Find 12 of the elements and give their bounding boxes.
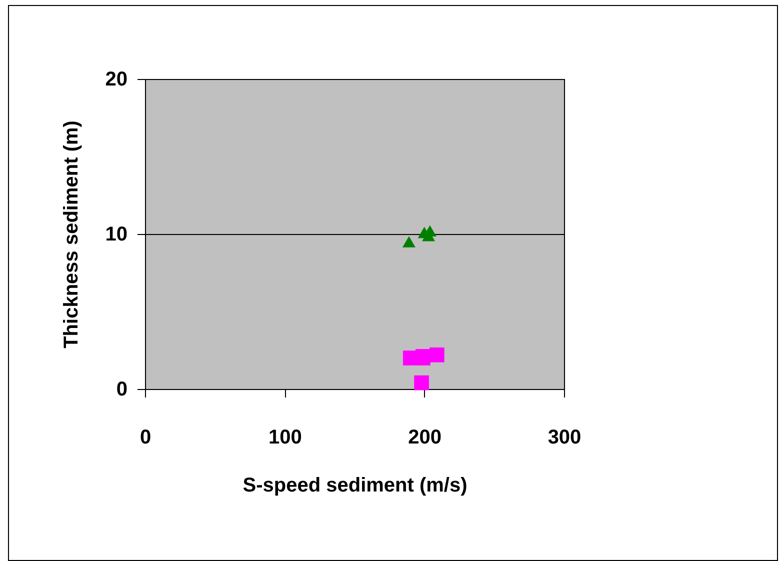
- point: [429, 347, 444, 362]
- x-axis-title: S-speed sediment (m/s): [242, 474, 468, 496]
- y-axis-title: Thickness sediment (m): [60, 120, 82, 348]
- y-tick-label: 20: [105, 68, 128, 90]
- x-tick-label: 200: [408, 426, 442, 448]
- x-tick-label: 100: [268, 426, 302, 448]
- point: [414, 375, 429, 390]
- y-tick-label: 10: [105, 224, 128, 246]
- point: [402, 236, 416, 248]
- y-tick-label: 0: [116, 378, 128, 400]
- x-tick-label: 300: [548, 426, 582, 448]
- x-tick-label: 0: [140, 426, 152, 448]
